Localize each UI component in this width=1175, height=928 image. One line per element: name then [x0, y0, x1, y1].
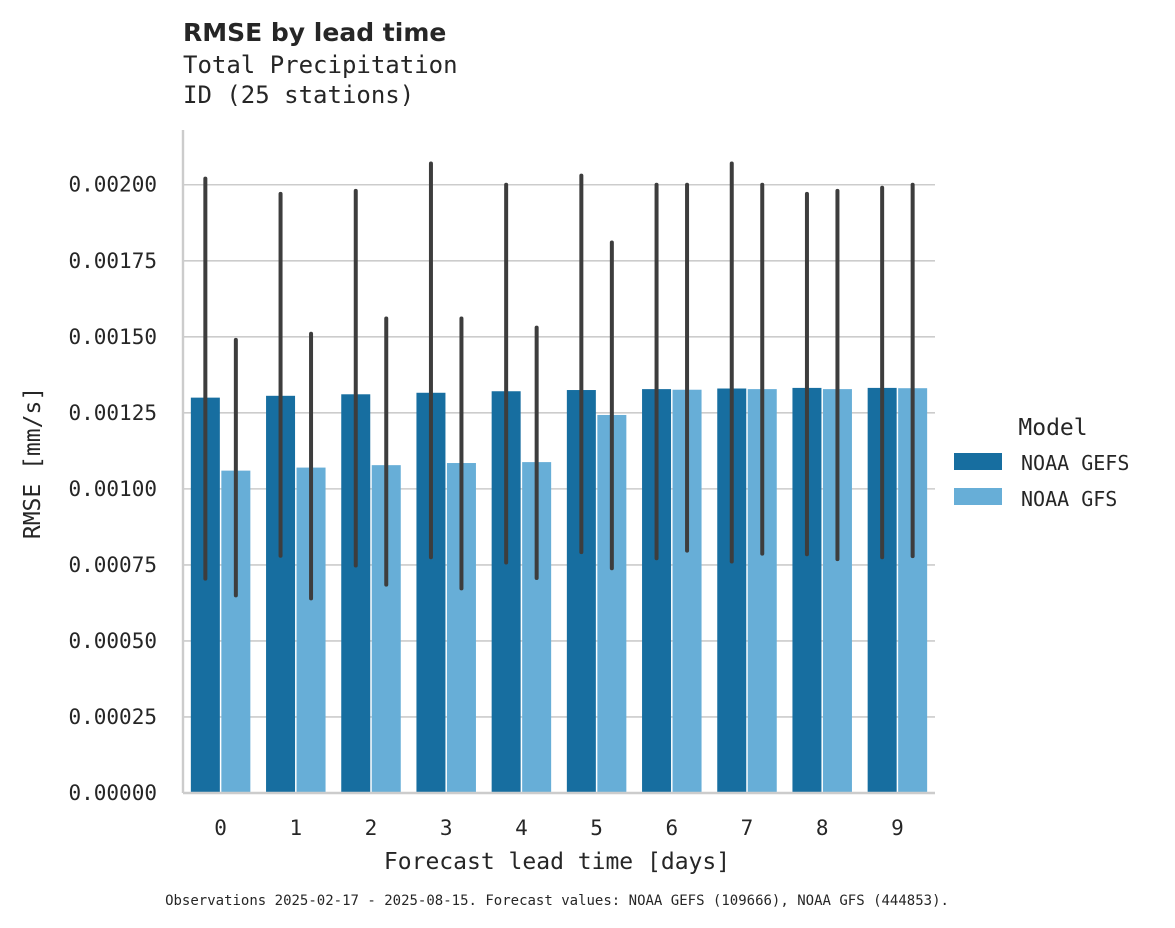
legend-title: Model: [1018, 415, 1087, 441]
chart-footnote: Observations 2025-02-17 - 2025-08-15. Fo…: [165, 893, 949, 909]
x-tick-label: 9: [891, 816, 904, 840]
y-tick-label: 0.00050: [68, 629, 157, 653]
chart-subtitle-line-1: Total Precipitation: [183, 51, 458, 79]
legend-label-noaa-gfs: NOAA GFS: [1021, 487, 1117, 511]
x-tick-labels: 0 1 2 3 4 5 6 7 8 9: [214, 816, 903, 840]
chart-title: RMSE by lead time: [183, 18, 446, 47]
x-tick-label: 6: [665, 816, 678, 840]
y-tick-label: 0.00075: [68, 553, 157, 577]
y-tick-label: 0.00025: [68, 705, 157, 729]
legend: Model NOAA GEFS NOAA GFS: [954, 415, 1129, 511]
x-tick-label: 5: [590, 816, 603, 840]
y-tick-label: 0.00150: [68, 325, 157, 349]
y-gridlines: [183, 183, 935, 718]
legend-swatch-noaa-gefs: [954, 453, 1002, 470]
x-tick-label: 2: [365, 816, 378, 840]
y-tick-label: 0.00000: [68, 781, 157, 805]
x-tick-label: 3: [440, 816, 453, 840]
legend-label-noaa-gefs: NOAA GEFS: [1021, 451, 1129, 475]
bars: [190, 387, 928, 793]
x-tick-label: 8: [816, 816, 829, 840]
legend-swatch-noaa-gfs: [954, 488, 1002, 505]
chart-subtitle-line-2: ID (25 stations): [183, 81, 414, 109]
y-tick-label: 0.00175: [68, 249, 157, 273]
x-tick-label: 0: [214, 816, 227, 840]
error-bars: [203, 161, 915, 601]
y-axis-label: RMSE [mm/s]: [20, 387, 46, 539]
y-tick-label: 0.00100: [68, 477, 157, 501]
axes: [181, 130, 935, 795]
x-tick-label: 4: [515, 816, 528, 840]
x-tick-label: 7: [741, 816, 754, 840]
y-tick-label: 0.00125: [68, 401, 157, 425]
y-tick-labels: 0.00000 0.00025 0.00050 0.00075 0.00100 0.001…: [68, 173, 157, 805]
x-tick-label: 1: [289, 816, 302, 840]
y-tick-label: 0.00200: [68, 173, 157, 197]
x-axis-label: Forecast lead time [days]: [384, 849, 730, 875]
